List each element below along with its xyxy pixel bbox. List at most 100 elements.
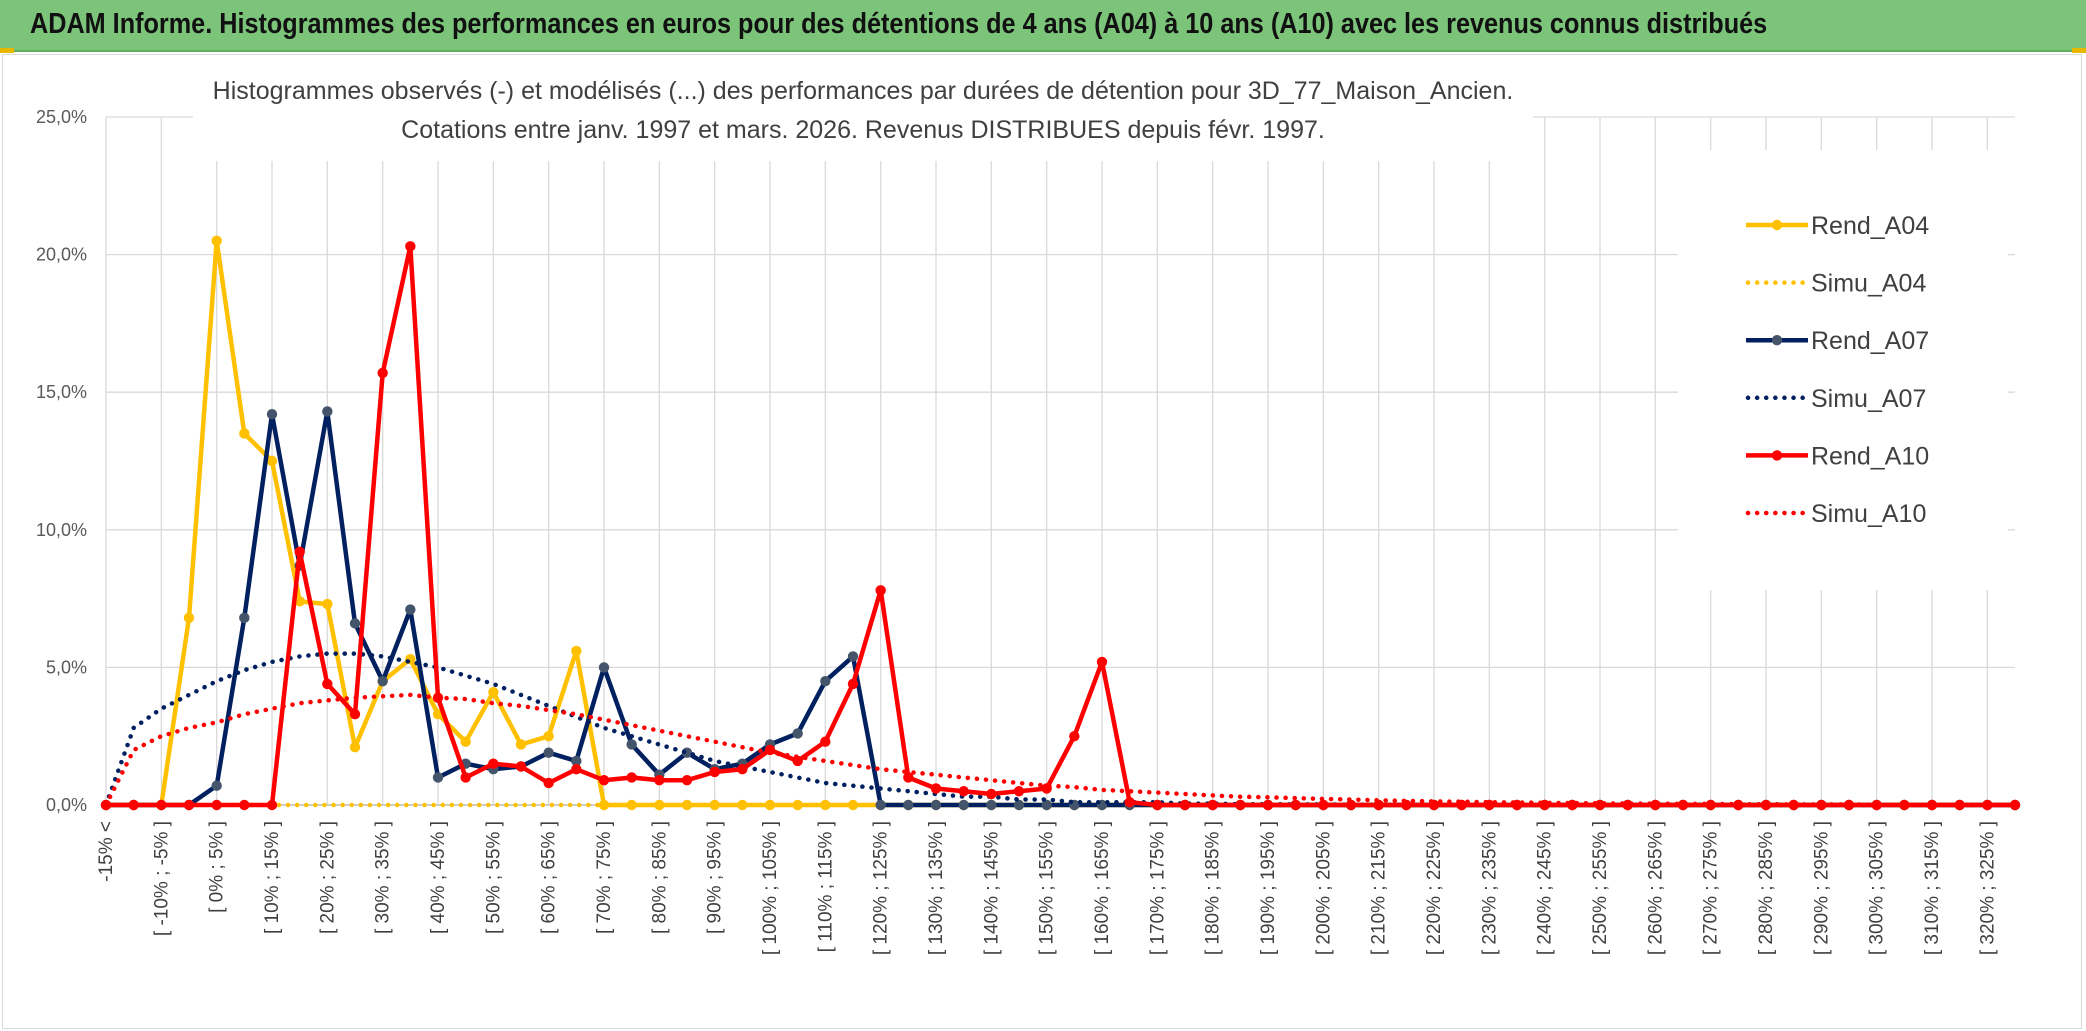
- x-tick-label: [ 210% ; 215% ]: [1369, 821, 1390, 955]
- data-point-Rend_A07: [1013, 799, 1025, 811]
- data-point-Rend_A10: [239, 799, 250, 811]
- x-tick-label: [ 310% ; 315% ]: [1922, 821, 1943, 955]
- banner-accent-left: [0, 48, 14, 53]
- performance-histogram-chart: 0,0% 5,0% 10,0% 15,0% 20,0% 25,0% -15% < [ -10%…: [36, 61, 2021, 955]
- data-point-Rend_A10: [598, 775, 610, 786]
- data-point-Rend_A07: [405, 604, 416, 615]
- legend-label: Simu_A04: [1811, 270, 1926, 298]
- data-point-Rend_A07: [930, 799, 942, 811]
- data-point-Rend_A10: [986, 788, 997, 800]
- data-point-Rend_A04: [543, 731, 554, 742]
- data-point-Rend_A10: [958, 786, 969, 797]
- x-tick-label: [ 60% ; 65% ]: [539, 821, 560, 934]
- legend-background: [1678, 150, 2008, 590]
- data-point-Rend_A10: [515, 761, 527, 772]
- x-tick-label: [ 30% ; 35% ]: [373, 821, 394, 934]
- y-tick-label: 15,0%: [36, 382, 87, 402]
- x-tick-label: [ 240% ; 245% ]: [1535, 821, 1556, 955]
- data-point-Rend_A10: [1235, 799, 1246, 811]
- data-point-Rend_A10: [1318, 799, 1329, 811]
- x-tick-label: [ 10% ; 15% ]: [262, 821, 283, 934]
- data-point-Rend_A10: [1013, 786, 1025, 797]
- y-tick-label: 25,0%: [36, 107, 87, 127]
- series-line-Simu_A10: [103, 692, 2018, 808]
- data-point-Rend_A07: [543, 747, 554, 758]
- data-point-Rend_A07: [847, 651, 859, 662]
- report-title: ADAM Informe. Histogrammes des performan…: [30, 8, 1768, 40]
- x-tick-label: [ 180% ; 185% ]: [1203, 821, 1224, 955]
- data-point-Rend_A07: [875, 799, 886, 811]
- data-point-Rend_A04: [515, 739, 527, 750]
- data-point-Rend_A10: [460, 772, 471, 783]
- x-tick-label: [ 50% ; 55% ]: [483, 821, 504, 934]
- x-tick-label: [ -10% ; -5% ]: [151, 821, 172, 936]
- data-point-Rend_A10: [156, 799, 167, 811]
- data-point-Rend_A07: [432, 772, 444, 783]
- data-point-Rend_A07: [792, 728, 803, 739]
- chart-area: 0,0% 5,0% 10,0% 15,0% 20,0% 25,0% -15% < [ -10%…: [2, 54, 2082, 1029]
- chart-title-line-2: Cotations entre janv. 1997 et mars. 2026…: [401, 116, 1325, 144]
- data-point-Rend_A10: [183, 799, 195, 811]
- x-tick-label: [ 160% ; 165% ]: [1092, 821, 1113, 955]
- data-point-Rend_A04: [598, 799, 610, 811]
- x-tick-label: [ 40% ; 45% ]: [428, 821, 449, 934]
- title-background: [193, 61, 1533, 161]
- data-point-Rend_A10: [1262, 799, 1274, 811]
- legend-item-Rend_A10: Rend_A10: [1746, 442, 1929, 470]
- legend-item-Simu_A10: Simu_A10: [1745, 500, 1926, 528]
- x-tick-label: [ 110% ; 115% ]: [815, 821, 836, 952]
- y-tick-label: 5,0%: [46, 657, 87, 677]
- chart-title-line-1: Histogrammes observés (-) et modélisés (…: [213, 77, 1514, 105]
- legend-label: Rend_A04: [1811, 212, 1929, 240]
- data-point-Rend_A07: [322, 406, 333, 417]
- data-point-Rend_A07: [571, 755, 582, 767]
- data-point-Rend_A07: [903, 799, 914, 811]
- data-point-Rend_A10: [1207, 799, 1218, 811]
- x-tick-label: [ 0% ; 5% ]: [207, 821, 228, 913]
- x-tick-label: [ 290% ; 295% ]: [1811, 821, 1832, 955]
- data-point-Rend_A04: [322, 598, 333, 610]
- legend-item-Simu_A04: Simu_A04: [1745, 270, 1926, 298]
- x-tick-label: [ 220% ; 225% ]: [1424, 821, 1445, 955]
- y-tick-label: 10,0%: [36, 520, 87, 540]
- axis-layer: 0,0% 5,0% 10,0% 15,0% 20,0% 25,0% -15% < [ -10%…: [36, 107, 2015, 955]
- x-tick-label: [ 280% ; 285% ]: [1756, 821, 1777, 955]
- data-point-Rend_A04: [266, 455, 278, 467]
- data-point-Rend_A07: [377, 675, 388, 687]
- x-tick-label: [ 250% ; 255% ]: [1590, 821, 1611, 955]
- banner-accent-right: [2072, 48, 2086, 53]
- data-point-Rend_A10: [681, 775, 693, 786]
- x-tick-label: [ 320% ; 325% ]: [1977, 821, 1998, 955]
- data-point-Rend_A10: [626, 772, 637, 783]
- data-point-Rend_A04: [294, 596, 305, 607]
- series-layer: [100, 235, 2021, 811]
- legend-marker: [1771, 450, 1783, 461]
- data-point-Rend_A10: [903, 772, 914, 783]
- legend: Rend_A04 Simu_A04 Rend_A07 Simu_A07 Rend_A10…: [1678, 150, 2008, 590]
- legend-item-Simu_A07: Simu_A07: [1745, 385, 1926, 413]
- x-tick-label: [ 90% ; 95% ]: [705, 821, 726, 934]
- y-tick-label: 0,0%: [46, 795, 87, 815]
- x-tick-label: [ 100% ; 105% ]: [760, 821, 781, 955]
- data-point-Rend_A04: [239, 428, 250, 439]
- x-tick-label: [ 270% ; 275% ]: [1701, 821, 1722, 955]
- data-point-Rend_A10: [488, 758, 499, 769]
- data-point-Rend_A07: [986, 799, 997, 811]
- data-point-Rend_A07: [626, 739, 637, 750]
- data-point-Rend_A07: [239, 612, 250, 624]
- x-tick-label: [ 260% ; 265% ]: [1645, 821, 1666, 955]
- legend-marker: [1771, 219, 1783, 231]
- data-point-Rend_A10: [322, 678, 333, 690]
- data-point-Rend_A04: [183, 612, 195, 624]
- x-tick-label: [ 200% ; 205% ]: [1313, 821, 1334, 955]
- data-point-Rend_A10: [543, 777, 554, 789]
- x-tick-label: [ 120% ; 125% ]: [871, 821, 892, 955]
- data-point-Rend_A07: [958, 799, 969, 811]
- data-point-Rend_A10: [1069, 731, 1080, 742]
- data-point-Rend_A10: [1179, 799, 1191, 811]
- data-point-Rend_A10: [1124, 797, 1135, 808]
- data-point-Rend_A10: [349, 708, 361, 720]
- data-point-Rend_A10: [820, 736, 831, 747]
- x-tick-label: [ 190% ; 195% ]: [1258, 821, 1279, 955]
- data-point-Rend_A07: [349, 618, 361, 629]
